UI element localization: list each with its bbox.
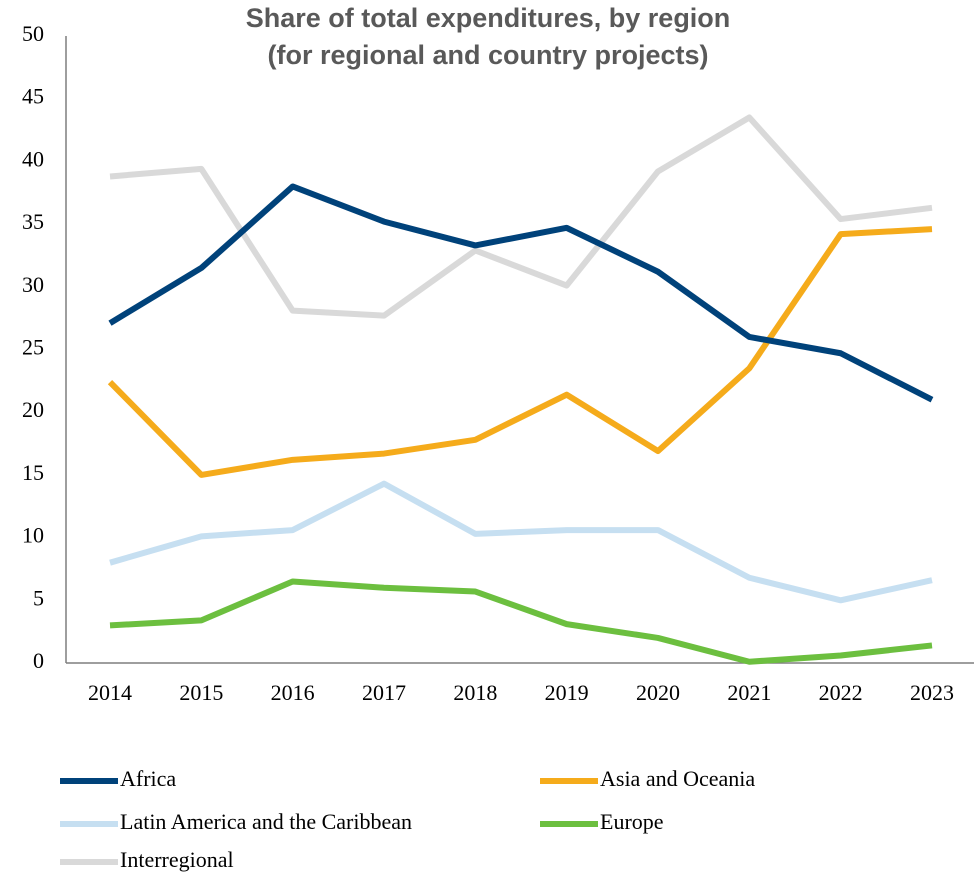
legend-label: Asia and Oceania <box>600 766 755 791</box>
series-line <box>108 183 934 403</box>
x-tick-label: 2016 <box>271 680 315 705</box>
y-tick-label: 40 <box>22 146 44 171</box>
x-tick-label: 2017 <box>362 680 406 705</box>
x-tick-label: 2018 <box>453 680 497 705</box>
legend-label: Latin America and the Caribbean <box>120 809 412 834</box>
x-tick-label: 2019 <box>545 680 589 705</box>
series-line <box>109 578 933 665</box>
y-tick-label: 35 <box>22 209 44 234</box>
y-tick-label: 15 <box>22 460 44 485</box>
x-tick-label: 2022 <box>819 680 863 705</box>
x-tick-label: 2015 <box>179 680 223 705</box>
x-tick-label: 2020 <box>636 680 680 705</box>
series-line <box>107 226 933 478</box>
y-tick-label: 0 <box>33 648 44 673</box>
chart-title: Share of total expenditures, by region <box>246 3 731 33</box>
legend-label: Europe <box>600 809 664 834</box>
legend-label: Africa <box>120 766 176 791</box>
chart-subtitle: (for regional and country projects) <box>267 40 708 70</box>
x-tick-label: 2023 <box>910 680 954 705</box>
y-tick-label: 20 <box>22 397 44 422</box>
series-line <box>109 480 933 604</box>
x-tick-label: 2014 <box>88 680 132 705</box>
y-tick-label: 25 <box>22 335 44 360</box>
x-tick-label: 2021 <box>727 680 771 705</box>
series-line <box>109 114 933 319</box>
legend-label: Interregional <box>120 847 234 872</box>
y-tick-label: 10 <box>22 523 44 548</box>
y-tick-label: 30 <box>22 272 44 297</box>
y-tick-label: 50 <box>22 21 44 46</box>
y-tick-label: 5 <box>33 585 44 610</box>
y-tick-label: 45 <box>22 84 44 109</box>
